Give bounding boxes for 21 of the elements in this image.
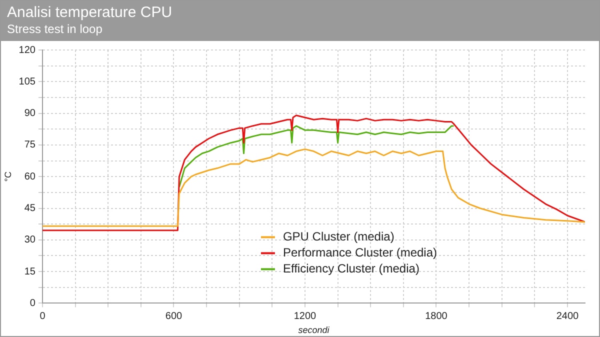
x-tick-label: 1800 — [425, 310, 448, 322]
y-tick-label: 120 — [18, 44, 36, 56]
y-axis-title: °C — [2, 171, 13, 182]
legend-label: Performance Cluster (media) — [282, 246, 438, 260]
x-tick-label: 600 — [165, 310, 183, 322]
y-tick-label: 0 — [30, 298, 36, 309]
legend-label: Efficiency Cluster (media) — [282, 262, 420, 276]
y-tick-label: 75 — [24, 140, 36, 151]
x-axis-title: secondi — [298, 325, 330, 336]
y-tick-label: 105 — [18, 76, 36, 88]
y-tick-label: 45 — [24, 203, 36, 214]
y-tick-label: 30 — [24, 234, 36, 246]
chart-title: Analisi temperature CPU — [7, 4, 174, 22]
x-tick-label: 1200 — [294, 310, 317, 322]
legend-label: GPU Cluster (media) — [282, 230, 394, 244]
chart-subtitle: Stress test in loop — [7, 22, 104, 37]
y-tick-label: 60 — [24, 171, 36, 182]
x-tick-label: 2400 — [556, 310, 580, 322]
y-tick-label: 90 — [24, 108, 36, 120]
y-tick-label: 15 — [24, 266, 36, 278]
x-tick-label: 0 — [40, 310, 46, 322]
